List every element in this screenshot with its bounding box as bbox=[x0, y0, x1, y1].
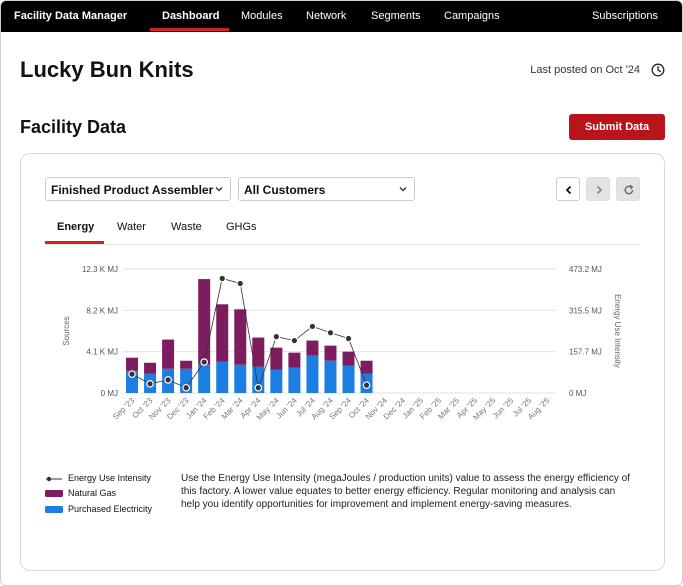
refresh-icon bbox=[624, 184, 634, 195]
legend-swatch-gas bbox=[45, 490, 63, 497]
energy-description: Use the Energy Use Intensity (megaJoules… bbox=[181, 473, 630, 510]
clock-icon bbox=[651, 63, 665, 77]
nav-dashboard[interactable]: Dashboard bbox=[162, 10, 220, 22]
chevron-down-icon bbox=[399, 187, 407, 192]
tab-ghgs[interactable]: GHGs bbox=[226, 221, 257, 233]
page-title: Lucky Bun Knits bbox=[20, 57, 194, 82]
legend-label-intensity: Energy Use Intensity bbox=[68, 473, 152, 483]
role-select-value: Finished Product Assembler bbox=[51, 183, 214, 197]
chevron-right-icon bbox=[596, 185, 603, 195]
top-navigation: Facility Data Manager Dashboard Modules … bbox=[1, 1, 682, 32]
customer-select-value: All Customers bbox=[244, 183, 326, 197]
tab-energy[interactable]: Energy bbox=[57, 221, 95, 233]
nav-network[interactable]: Network bbox=[306, 10, 347, 22]
previous-button[interactable] bbox=[556, 177, 580, 201]
legend-swatch-electricity bbox=[45, 506, 63, 513]
nav-segments[interactable]: Segments bbox=[371, 10, 421, 22]
active-tab-indicator bbox=[45, 241, 104, 244]
legend-swatch-intensity bbox=[46, 476, 62, 482]
refresh-button[interactable] bbox=[616, 177, 640, 201]
active-nav-indicator bbox=[150, 28, 229, 31]
chevron-left-icon bbox=[565, 185, 572, 195]
nav-modules[interactable]: Modules bbox=[241, 10, 283, 22]
next-button[interactable] bbox=[586, 177, 610, 201]
nav-subscriptions[interactable]: Subscriptions bbox=[592, 10, 659, 22]
chevron-down-icon bbox=[215, 187, 223, 192]
legend-label-gas: Natural Gas bbox=[68, 488, 117, 498]
nav-campaigns[interactable]: Campaigns bbox=[444, 10, 500, 22]
customer-select[interactable]: All Customers bbox=[238, 177, 415, 201]
section-title: Facility Data bbox=[20, 117, 127, 137]
tab-divider bbox=[45, 244, 640, 245]
tab-water[interactable]: Water bbox=[117, 221, 146, 233]
brand-title: Facility Data Manager bbox=[14, 10, 128, 22]
legend-label-electricity: Purchased Electricity bbox=[68, 504, 153, 514]
last-posted-text: Last posted on Oct '24 bbox=[530, 64, 640, 76]
tab-waste[interactable]: Waste bbox=[171, 221, 202, 233]
role-select[interactable]: Finished Product Assembler bbox=[45, 177, 231, 201]
submit-data-button[interactable]: Submit Data bbox=[569, 114, 665, 140]
